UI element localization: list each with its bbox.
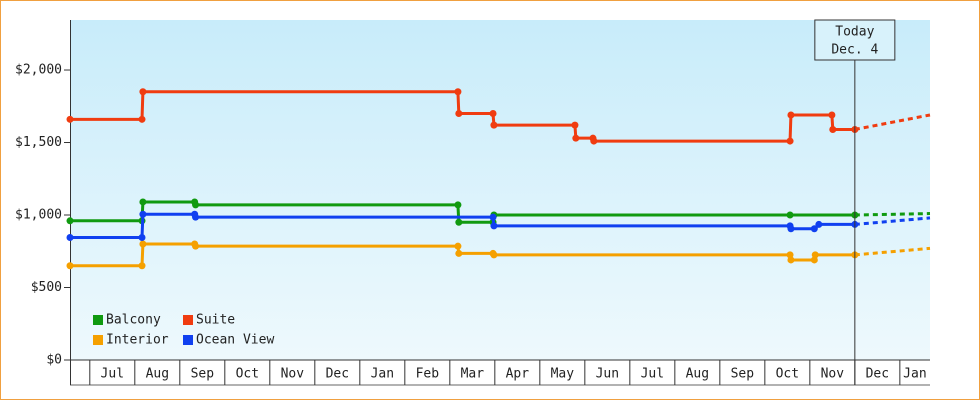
x-tick-label: Jan	[903, 367, 926, 382]
data-point	[66, 262, 74, 270]
today-label: Today	[835, 25, 874, 40]
data-point	[787, 225, 795, 233]
data-point	[139, 210, 147, 218]
data-point	[138, 233, 146, 241]
data-point	[489, 213, 497, 221]
data-point	[66, 233, 74, 241]
y-tick-label: $2,000	[15, 63, 62, 78]
data-point	[139, 240, 147, 248]
data-point	[139, 198, 147, 206]
data-point	[454, 242, 462, 250]
x-tick-label: Jul	[641, 367, 664, 382]
x-tick-label: Jan	[371, 367, 394, 382]
forecast-line	[854, 246, 931, 257]
data-point	[454, 88, 462, 96]
data-point	[829, 125, 837, 133]
y-tick-label: $1,000	[15, 208, 62, 223]
x-tick-label: Sep	[731, 367, 755, 382]
x-tick-label: Oct	[776, 367, 799, 382]
legend-label: Suite	[196, 313, 235, 328]
data-point	[786, 137, 794, 145]
y-tick-label: $0	[46, 353, 62, 368]
plot-area	[70, 20, 930, 360]
y-tick-label: $1,500	[15, 135, 62, 150]
x-tick-label: Mar	[461, 367, 485, 382]
today-date: Dec. 4	[831, 43, 878, 58]
data-point	[455, 110, 463, 118]
data-point	[490, 121, 498, 129]
forecast-line	[854, 216, 931, 226]
x-tick-label: Aug	[146, 367, 169, 382]
data-point	[138, 262, 146, 270]
legend-swatch	[93, 335, 103, 345]
x-tick-label: Nov	[821, 367, 845, 382]
legend-swatch	[93, 315, 103, 325]
data-point	[572, 134, 580, 142]
data-point	[66, 217, 74, 225]
data-point	[139, 88, 147, 96]
data-point	[571, 121, 579, 129]
data-point	[828, 111, 836, 119]
data-point	[590, 137, 598, 145]
x-tick-label: Aug	[686, 367, 709, 382]
x-tick-label: Nov	[281, 367, 305, 382]
legend-swatch	[183, 315, 193, 325]
x-tick-label: May	[551, 367, 575, 382]
data-point	[811, 251, 819, 259]
x-tick-label: Jul	[101, 367, 124, 382]
x-tick-label: Feb	[416, 367, 440, 382]
data-point	[455, 218, 463, 226]
x-tick-label: Dec	[866, 367, 889, 382]
data-point	[490, 222, 498, 230]
series-line	[70, 242, 855, 268]
data-point	[192, 242, 200, 250]
x-tick-label: Oct	[236, 367, 259, 382]
legend-label: Ocean View	[196, 333, 274, 348]
x-tick-label: Apr	[506, 367, 530, 382]
y-tick-label: $500	[31, 280, 62, 295]
data-point	[815, 220, 823, 228]
data-point	[455, 249, 463, 257]
legend-label: Balcony	[106, 313, 161, 328]
data-point	[787, 111, 795, 119]
legend-swatch	[183, 335, 193, 345]
data-point	[454, 201, 462, 209]
x-tick-label: Sep	[191, 367, 215, 382]
data-point	[192, 201, 200, 209]
data-point	[66, 115, 74, 123]
data-point	[786, 211, 794, 219]
data-point	[489, 110, 497, 118]
forecast-line	[854, 212, 931, 217]
forecast-line	[854, 113, 931, 131]
today-box	[814, 19, 896, 61]
series-line	[70, 90, 855, 143]
legend-label: Interior	[106, 333, 169, 348]
data-point	[192, 213, 200, 221]
x-tick-label: Jun	[596, 367, 619, 382]
data-point	[138, 115, 146, 123]
data-point	[787, 256, 795, 264]
data-point	[810, 225, 818, 233]
x-tick-label: Dec	[326, 367, 349, 382]
data-point	[490, 251, 498, 259]
